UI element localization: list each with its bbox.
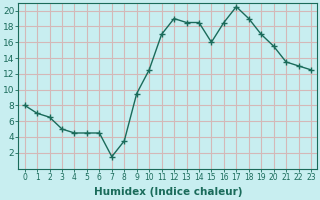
X-axis label: Humidex (Indice chaleur): Humidex (Indice chaleur) bbox=[93, 187, 242, 197]
